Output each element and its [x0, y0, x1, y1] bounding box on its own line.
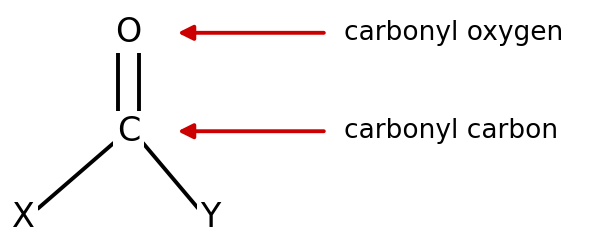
Text: Y: Y — [200, 201, 220, 234]
Text: X: X — [12, 201, 35, 234]
Text: carbonyl oxygen: carbonyl oxygen — [344, 20, 563, 46]
Text: O: O — [115, 16, 141, 49]
Text: carbonyl carbon: carbonyl carbon — [344, 118, 558, 144]
Text: C: C — [117, 115, 140, 148]
